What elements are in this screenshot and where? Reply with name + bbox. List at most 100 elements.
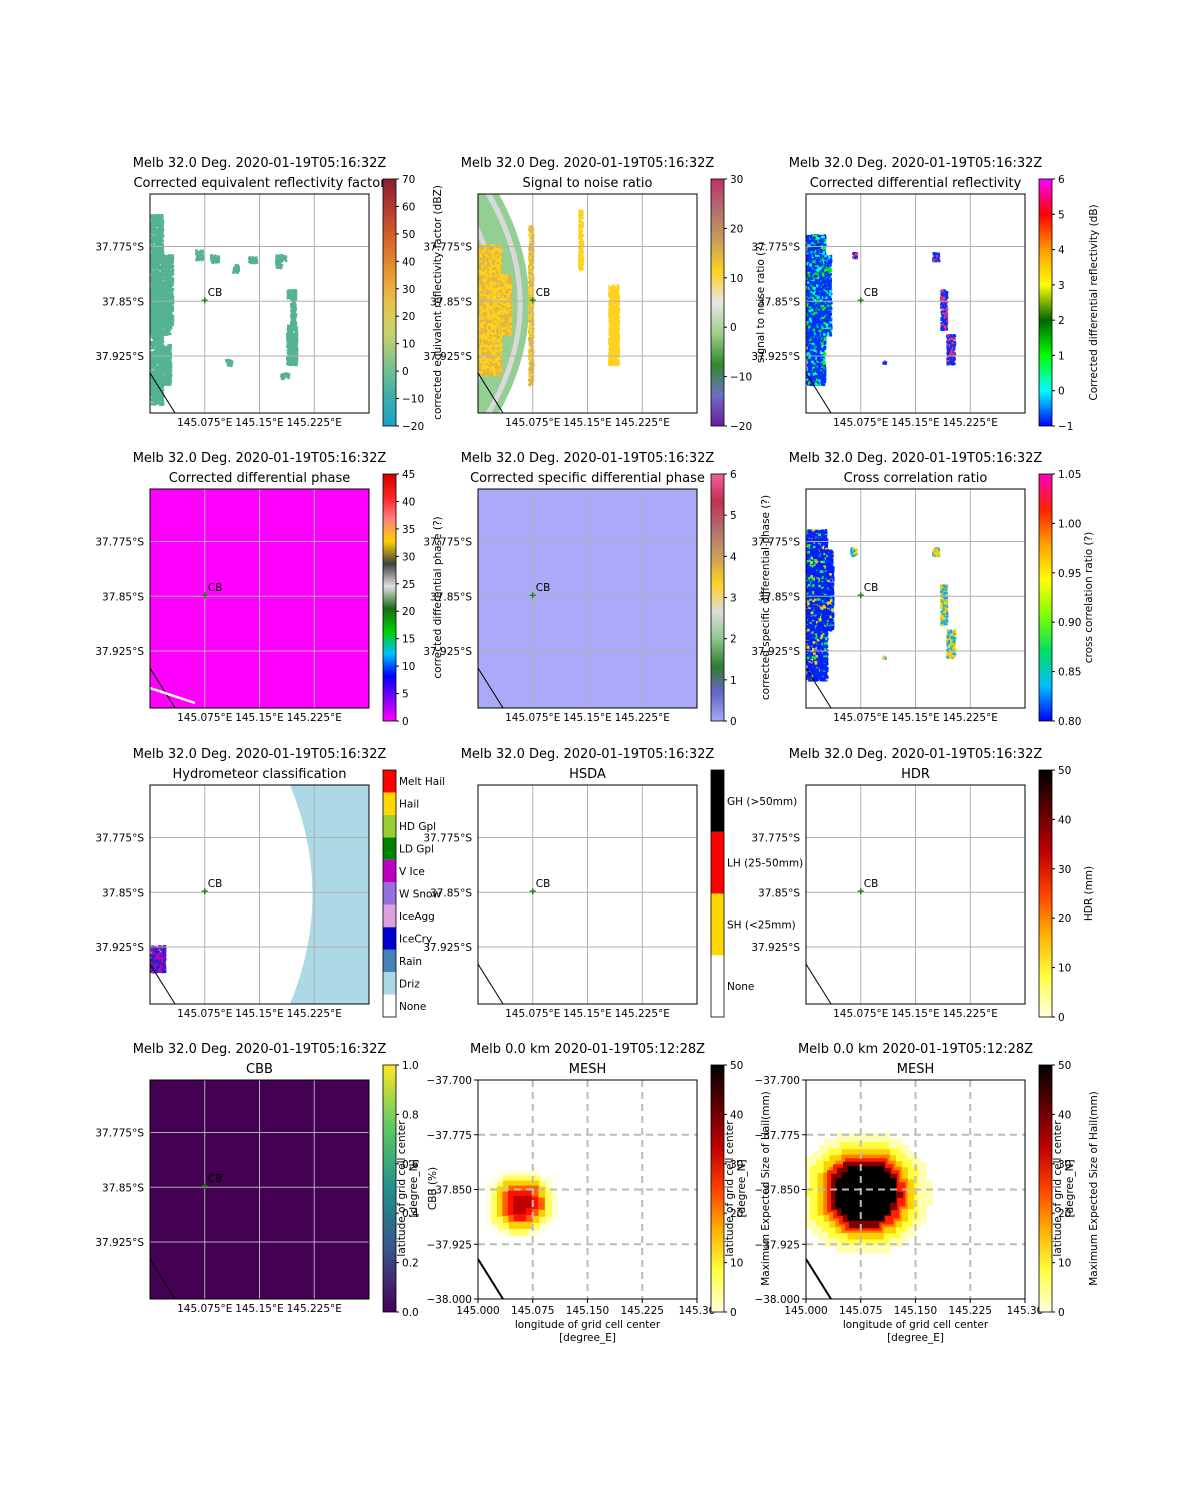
radar-pixel [169,291,172,294]
radar-pixel [164,353,167,357]
radar-pixel [294,313,298,316]
axes-frame [149,193,370,414]
radar-pixel [152,215,155,218]
radar-pixel [211,261,214,264]
radar-pixel [156,247,159,250]
radar-pixel [152,217,155,220]
radar-pixel [164,314,167,318]
radar-pixel [167,378,171,381]
radar-pixel [163,320,166,323]
radar-pixel [164,287,167,290]
radar-pixel [153,296,156,299]
radar-pixel [154,368,157,371]
radar-pixel [249,256,252,259]
radar-pixel [156,375,160,378]
radar-pixel [169,356,172,359]
radar-pixel [153,366,156,369]
radar-pixel [165,306,168,310]
radar-pixel [160,403,164,406]
radar-pixel [159,234,163,238]
radar-pixel [153,386,157,389]
radar-pixel [154,373,158,376]
panel-title: Melb 32.0 Deg. 2020-01-19T05:16:32Z [133,156,387,171]
radar-pixel [294,332,297,335]
radar-pixel [153,269,156,272]
radar-pixel [290,339,293,343]
radar-pixel [166,380,169,383]
radar-pixel [152,272,155,276]
radar-pixel [162,372,166,376]
radar-pixel [150,276,153,279]
radar-pixel [157,392,161,396]
radar-pixel [286,296,289,300]
radar-pixel [160,329,163,333]
radar-pixel [155,314,159,317]
radar-pixel [169,362,172,365]
radar-pixel [288,357,291,360]
radar-pixel [159,371,162,374]
radar-pixel [169,377,172,381]
radar-pixel [291,327,295,330]
radar-pixel [294,303,297,306]
radar-pixel [150,343,153,346]
radar-pixel [153,395,156,398]
radar-pixel [291,352,294,355]
radar-pixel [161,227,164,231]
radar-pixel [169,301,172,304]
radar-pixel [171,319,174,322]
radar-pixel [290,293,293,297]
radar-pixel [159,280,162,283]
radar-pixel [294,334,297,337]
radar-pixel [160,311,163,314]
radar-pixel [152,343,156,347]
radar-pixel [292,340,295,343]
radar-pixel [165,379,169,382]
radar-pixel [169,306,173,309]
radar-pixel [169,272,172,276]
colorbar-tick-label: 60 [402,201,415,213]
radar-pixel [154,274,158,277]
radar-pixel [233,267,236,270]
radar-pixel [160,262,164,265]
radar-pixel [168,312,172,315]
radar-pixel [292,332,295,335]
radar-pixel [154,384,158,387]
radar-pixel [169,326,173,329]
radar-pixel [291,336,295,340]
radar-pixel [150,340,153,344]
radar-pixel [161,249,165,252]
radar-pixel [154,265,157,268]
radar-pixel [164,254,167,258]
radar-pixel [159,247,163,251]
radar-pixel [171,314,174,317]
radar-pixel [280,377,284,380]
radar-pixel [168,265,171,268]
radar-pixel [171,317,174,320]
panel-1: Melb 32.0 Deg. 2020-01-19T05:16:32ZCorre… [95,156,444,433]
radar-pixel [294,308,297,311]
radar-pixel [157,256,161,259]
radar-pixel [162,267,165,271]
radar-pixel [167,351,170,355]
field-layer [478,194,621,413]
radar-pixel [151,392,154,396]
radar-pixel [164,291,167,294]
radar-pixel [152,276,155,280]
radar-pixel [157,319,160,322]
radar-pixel [154,262,158,266]
radar-pixel [152,220,156,223]
radar-pixel [161,220,164,223]
radar-pixel [286,335,289,338]
radar-pixel [160,316,163,320]
radar-pixel [292,310,295,313]
radar-pixel [163,381,166,384]
radar-pixel [154,313,157,316]
radar-pixel [157,337,161,341]
radar-pixel [154,358,158,361]
radar-pixel [283,255,286,258]
radar-pixel [167,347,170,350]
radar-pixel [159,259,162,263]
radar-pixel [154,298,158,301]
radar-pixel [293,311,296,314]
radar-pixel [156,277,159,280]
